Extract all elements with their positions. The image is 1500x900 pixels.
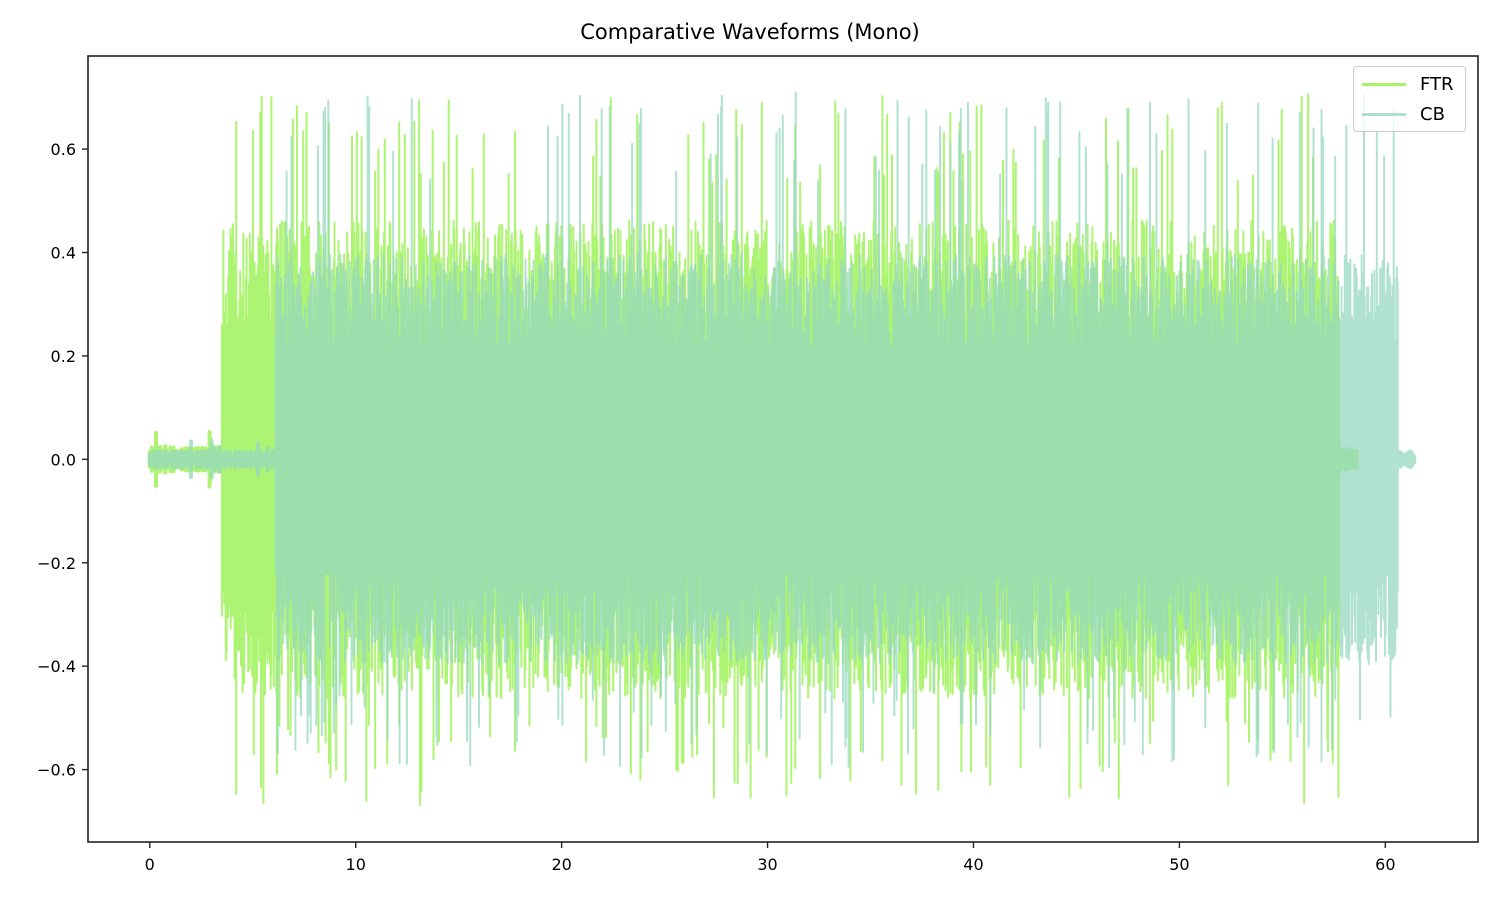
y-axis: −0.6 −0.4 −0.2 0.0 0.2 0.4 0.6 (37, 140, 88, 780)
y-tick-label: 0.6 (51, 140, 76, 159)
legend-label-cb: CB (1420, 103, 1445, 125)
y-tick-label: −0.4 (37, 657, 76, 676)
y-tick-label: 0.2 (51, 347, 76, 366)
y-tick-label: 0.0 (51, 450, 76, 469)
x-tick-label: 0 (145, 855, 155, 874)
legend-item-cb: CB (1362, 99, 1445, 129)
y-tick-label: 0.4 (51, 244, 76, 263)
x-tick-label: 20 (551, 855, 571, 874)
x-tick-label: 60 (1375, 855, 1395, 874)
waveform-cb (147, 91, 1417, 769)
x-tick-label: 10 (346, 855, 366, 874)
waveform-layer (147, 91, 1417, 807)
legend-item-ftr: FTR (1362, 69, 1454, 99)
axes-frame (87, 55, 1479, 843)
legend-swatch-ftr (1362, 82, 1406, 86)
legend: FTR CB (1353, 66, 1466, 132)
x-tick-label: 30 (757, 855, 777, 874)
legend-label-ftr: FTR (1420, 73, 1454, 95)
y-tick-label: −0.6 (37, 761, 76, 780)
x-tick-label: 50 (1169, 855, 1189, 874)
x-axis: 0 10 20 30 40 50 60 (145, 842, 1396, 874)
y-tick-label: −0.2 (37, 554, 76, 573)
chart-title: Comparative Waveforms (Mono) (580, 20, 920, 44)
legend-swatch-cb (1362, 112, 1406, 116)
x-tick-label: 40 (963, 855, 983, 874)
